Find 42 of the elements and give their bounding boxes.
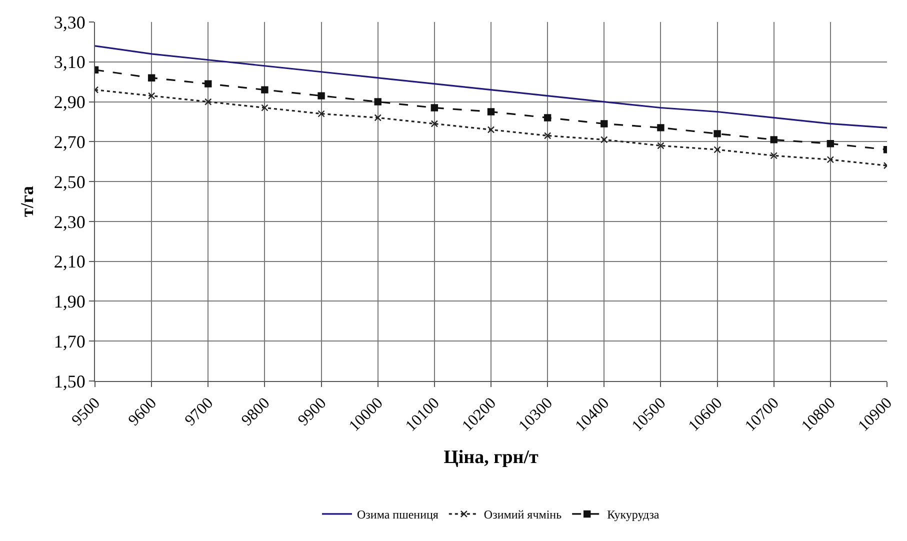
line-series bbox=[95, 45, 887, 129]
point bbox=[148, 92, 156, 100]
point bbox=[770, 152, 778, 160]
y-axis-title: т/га bbox=[17, 186, 38, 218]
point bbox=[657, 124, 664, 132]
point bbox=[544, 114, 552, 122]
y-tick-label: 2,10 bbox=[54, 252, 86, 272]
legend-label: Кукурудза bbox=[607, 508, 660, 522]
point bbox=[770, 136, 778, 144]
y-tick-label: 2,90 bbox=[54, 92, 86, 112]
y-tick-label: 2,70 bbox=[54, 132, 86, 152]
point bbox=[826, 140, 834, 148]
y-tick-label: 1,70 bbox=[54, 331, 86, 352]
point bbox=[430, 120, 438, 128]
point bbox=[374, 114, 382, 122]
point bbox=[374, 98, 382, 106]
y-tick-label: 2,50 bbox=[54, 172, 86, 192]
point bbox=[714, 146, 721, 154]
point bbox=[318, 92, 325, 100]
point bbox=[204, 80, 212, 88]
x-axis-title: Ціна, грн/т bbox=[444, 446, 540, 468]
legend-label: Озима пшениця bbox=[357, 508, 439, 522]
y-tick-label: 1,50 bbox=[54, 371, 86, 392]
y-tick-label: 1,90 bbox=[54, 292, 86, 312]
point bbox=[826, 156, 834, 164]
point bbox=[318, 110, 325, 118]
point bbox=[261, 86, 268, 94]
y-tick-label: 3,30 bbox=[54, 12, 86, 32]
point bbox=[487, 108, 495, 116]
point bbox=[261, 104, 268, 112]
point bbox=[600, 136, 608, 144]
point bbox=[487, 126, 495, 134]
point bbox=[714, 130, 721, 138]
y-tick-label: 2,30 bbox=[54, 212, 86, 232]
legend-label: Озимий ячмінь bbox=[484, 508, 562, 522]
point bbox=[657, 142, 664, 150]
point bbox=[430, 104, 438, 112]
point bbox=[544, 132, 552, 140]
y-tick-label: 3,10 bbox=[54, 52, 86, 72]
point bbox=[600, 120, 608, 128]
point bbox=[204, 98, 212, 106]
point bbox=[148, 74, 156, 82]
